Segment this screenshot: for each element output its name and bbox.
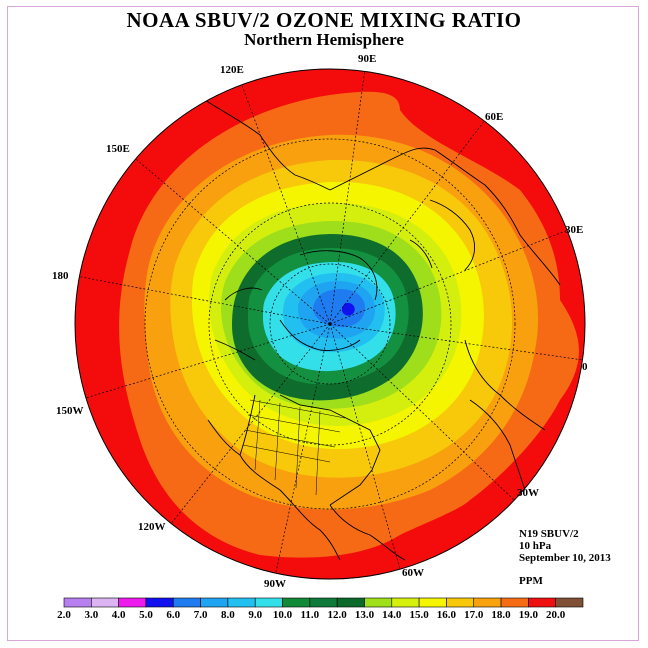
colorbar-tick-label: 9.0 [248,609,262,621]
colorbar-swatch [118,597,147,608]
colorbar-swatch [528,597,556,608]
map-boundary [74,68,586,580]
colorbar-swatch [364,597,393,608]
longitude-label-60e: 60E [485,111,503,123]
colorbar-tick-label: 5.0 [139,609,153,621]
units-label: PPM [519,575,543,587]
ozone-band-6-7 [313,289,365,328]
colorbar-swatch [91,597,119,608]
colorbar-swatch [418,597,447,608]
colorbar-swatch [63,597,92,608]
latitude-circles [144,138,516,510]
coastlines [204,99,561,561]
longitude-label-30w: 30W [517,487,539,499]
longitude-label-120e: 120E [220,64,244,76]
colorbar-swatch [145,597,174,608]
colorbar-swatch [336,597,365,608]
colorbar-swatch [446,597,475,608]
colorbar-tick-label: 13.0 [355,609,375,621]
colorbar-swatch [227,597,256,608]
colorbar-swatch [391,597,420,608]
longitude-label-150w: 150W [56,405,84,417]
colorbar-tick-label: 16.0 [437,609,457,621]
colorbar-tick-label: 15.0 [409,609,429,621]
colorbar-tick-label: 3.0 [84,609,98,621]
chart-title: NOAA SBUV/2 OZONE MIXING RATIO [126,8,522,32]
usa-state-borders [242,399,346,496]
colorbar-tick-label: 11.0 [301,609,320,621]
colorbar-swatch [473,597,502,608]
colorbar-swatch [555,597,584,608]
colorbar-swatch [172,597,201,608]
longitude-label-0: 0 [582,361,588,373]
longitude-label-150e: 150E [106,143,130,155]
colorbar-tick-label: 12.0 [328,609,348,621]
colorbar-tick-label: 4.0 [112,609,126,621]
date-label: September 10, 2013 [519,552,611,564]
longitude-label-60w: 60W [402,567,424,579]
colorbar-swatch [500,597,529,608]
colorbar-swatch [309,597,338,608]
colorbar-tick-label: 18.0 [491,609,511,621]
ozone-contour-fill [75,69,585,579]
longitude-label-120w: 120W [138,521,166,533]
colorbar-tick-label: 8.0 [221,609,235,621]
colorbar-tick-label: 6.0 [166,609,180,621]
longitude-label-30e: 30E [565,224,583,236]
colorbar-tick-label: 10.0 [273,609,293,621]
longitude-label-180: 180 [52,270,69,282]
colorbar-tick-label: 19.0 [519,609,539,621]
ozone-band-5-6 [342,302,355,316]
instrument-label: N19 SBUV/2 [519,528,579,540]
longitude-label-90w: 90W [264,578,286,590]
colorbar-swatch [282,597,311,608]
longitude-label-90e: 90E [358,53,376,65]
chart-subtitle: Northern Hemisphere [244,30,404,49]
colorbar: 2.0 3.0 4.0 5.0 6.0 7.0 8.0 9.0 10.0 11.0 12.0 13.0… [57,597,584,621]
colorbar-tick-label: 7.0 [194,609,208,621]
colorbar-swatch [254,597,283,608]
colorbar-tick-label: 20.0 [546,609,566,621]
longitude-lines [75,69,584,573]
colorbar-swatch [200,597,229,608]
figure-border [7,6,639,641]
colorbar-tick-label: 14.0 [382,609,402,621]
colorbar-tick-label: 17.0 [464,609,484,621]
colorbar-tick-label: 2.0 [57,609,71,621]
pressure-level-label: 10 hPa [519,540,552,552]
